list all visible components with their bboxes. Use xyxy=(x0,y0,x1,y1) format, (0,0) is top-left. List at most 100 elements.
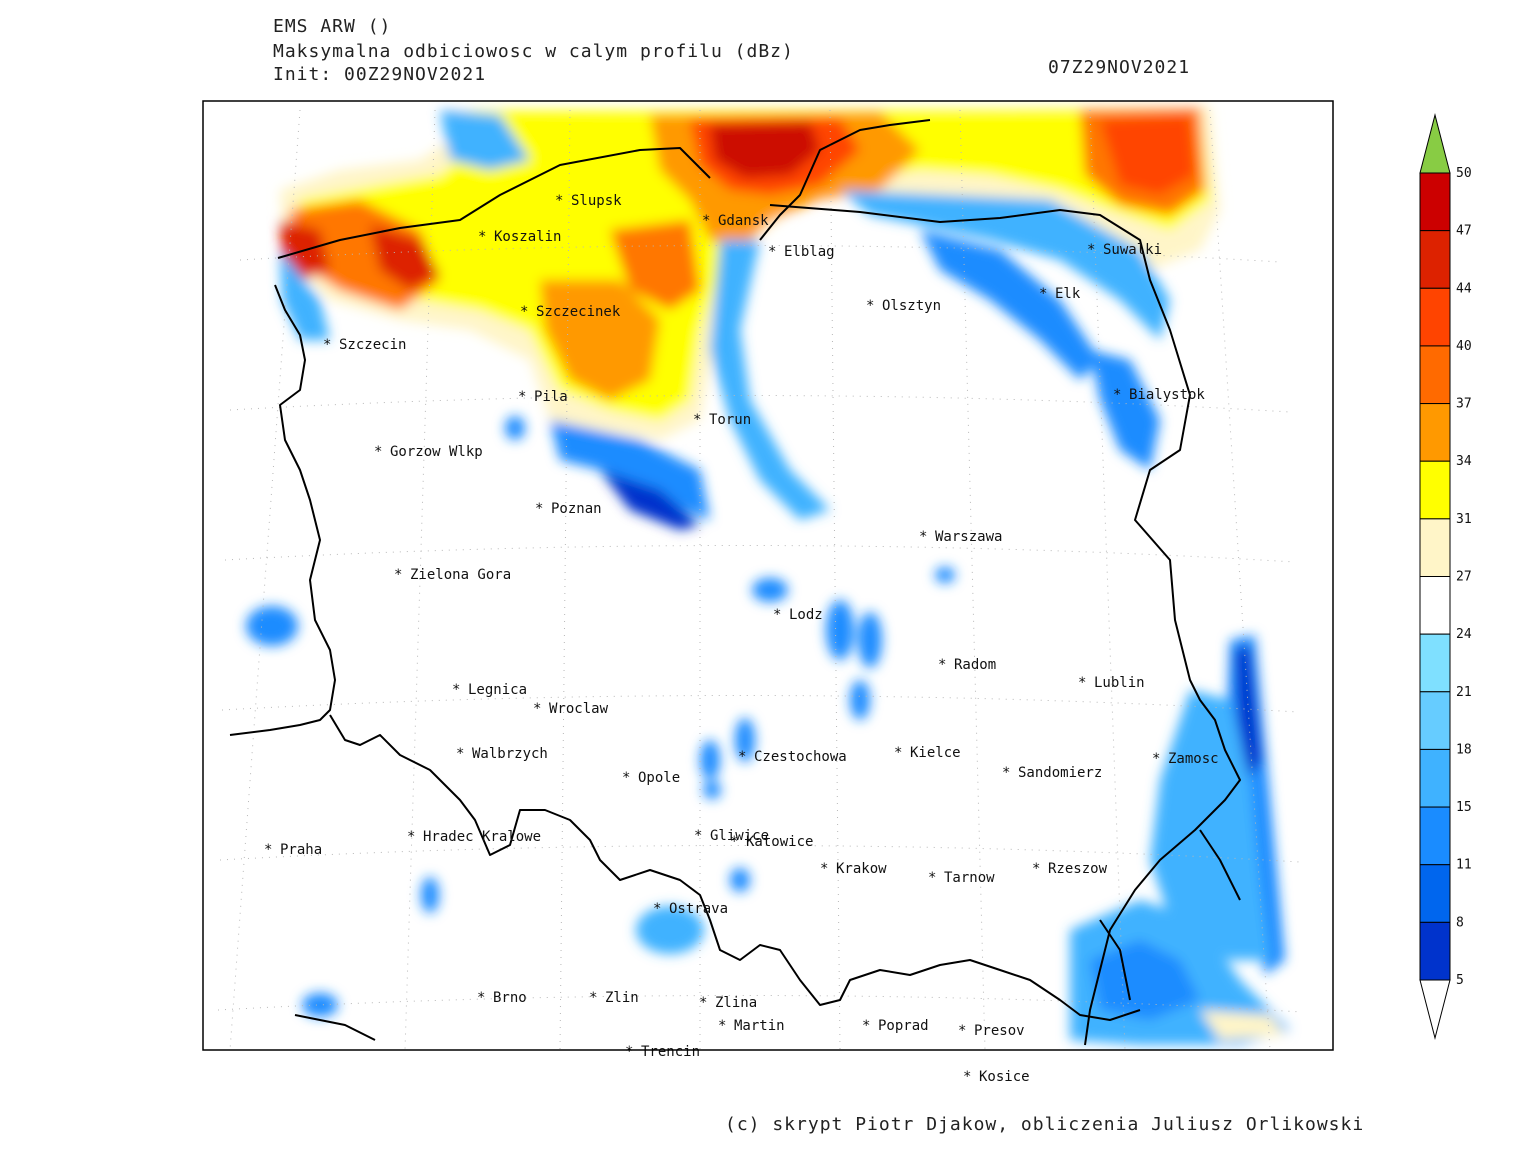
model-title: EMS ARW () xyxy=(273,16,392,37)
city-hradec-kralowe: * Hradec Kralowe xyxy=(407,829,541,845)
svg-text:Martin: Martin xyxy=(734,1018,785,1034)
svg-text:Pila: Pila xyxy=(534,389,568,405)
svg-text:Koszalin: Koszalin xyxy=(494,229,561,245)
svg-text:Tarnow: Tarnow xyxy=(944,870,995,886)
colorbar-cell-47 xyxy=(1419,230,1451,289)
colorbar-cell-31 xyxy=(1419,518,1451,577)
city-lublin: * Lublin xyxy=(1078,675,1145,691)
svg-text:*: * xyxy=(1078,675,1086,691)
svg-text:*: * xyxy=(738,749,746,765)
svg-text:*: * xyxy=(702,213,710,229)
city-zlina: * Zlina xyxy=(699,995,757,1011)
svg-text:Walbrzych: Walbrzych xyxy=(472,746,548,762)
colorbar-label-8: 8 xyxy=(1456,915,1464,930)
city-pila: * Pila xyxy=(518,389,568,405)
svg-text:Bialystok: Bialystok xyxy=(1129,387,1205,403)
svg-text:*: * xyxy=(625,1044,633,1060)
city-opole: * Opole xyxy=(622,770,680,786)
svg-text:*: * xyxy=(958,1023,966,1039)
colorbar-label-31: 31 xyxy=(1456,512,1472,527)
colorbar-label-18: 18 xyxy=(1456,742,1472,757)
svg-text:Wroclaw: Wroclaw xyxy=(549,701,609,717)
colorbar-underflow-triangle xyxy=(1419,979,1451,1040)
city-elblag: * Elblag xyxy=(768,244,835,260)
svg-text:*: * xyxy=(1087,242,1095,258)
city-czestochowa: * Czestochowa xyxy=(738,749,847,765)
colorbar-cell-44 xyxy=(1419,287,1451,347)
city-bialystok: * Bialystok xyxy=(1113,387,1205,403)
city-labels: * Slupsk * Gdansk * Koszalin * Elblag * Suwal… xyxy=(264,193,1219,1039)
svg-text:*: * xyxy=(768,244,776,260)
svg-text:*: * xyxy=(928,870,936,886)
svg-text:*: * xyxy=(520,304,528,320)
colorbar-cell-40 xyxy=(1419,345,1451,405)
city-krakow: * Krakow xyxy=(820,861,887,877)
svg-text:Kosice: Kosice xyxy=(979,1069,1030,1085)
svg-text:*: * xyxy=(694,828,702,844)
colorbar: 50 47 44 40 37 34 31 27 24 21 18 15 11 8 5 xyxy=(1419,113,1472,1040)
svg-text:*: * xyxy=(533,701,541,717)
city-olsztyn: * Olsztyn xyxy=(866,298,941,314)
svg-text:*: * xyxy=(374,444,382,460)
colorbar-label-21: 21 xyxy=(1456,685,1472,700)
svg-text:Elblag: Elblag xyxy=(784,244,835,260)
city-gliwice: * Gliwice xyxy=(694,828,769,844)
svg-text:Poprad: Poprad xyxy=(878,1018,929,1034)
colorbar-cell-50 xyxy=(1419,172,1451,232)
city-legnica: * Legnica xyxy=(452,682,527,698)
country-borders xyxy=(229,119,1241,1046)
svg-text:Elk: Elk xyxy=(1055,286,1081,302)
city-kielce: * Kielce xyxy=(894,745,961,761)
svg-text:Zlin: Zlin xyxy=(605,990,639,1006)
svg-text:Brno: Brno xyxy=(493,990,527,1006)
field-title: Maksymalna odbiciowosc w calym profilu (… xyxy=(273,41,794,62)
svg-text:Zamosc: Zamosc xyxy=(1168,751,1219,767)
colorbar-cell-15 xyxy=(1419,806,1451,866)
svg-text:*: * xyxy=(555,193,563,209)
colorbar-overflow-triangle xyxy=(1419,113,1451,174)
city-brno: * Brno xyxy=(477,990,527,1006)
colorbar-label-44: 44 xyxy=(1456,281,1472,296)
city-praha: * Praha xyxy=(264,842,322,858)
svg-text:Gdansk: Gdansk xyxy=(718,213,769,229)
colorbar-label-27: 27 xyxy=(1456,570,1472,585)
city-tarnow: * Tarnow xyxy=(928,870,995,886)
svg-text:Gorzow Wlkp: Gorzow Wlkp xyxy=(390,444,483,460)
graticule xyxy=(217,109,1303,1050)
svg-text:*: * xyxy=(693,412,701,428)
colorbar-label-15: 15 xyxy=(1456,800,1472,815)
svg-text:*: * xyxy=(1032,861,1040,877)
svg-text:*: * xyxy=(718,1018,726,1034)
svg-text:Lodz: Lodz xyxy=(789,607,823,623)
svg-text:*: * xyxy=(323,337,331,353)
svg-text:Lublin: Lublin xyxy=(1094,675,1145,691)
svg-text:Krakow: Krakow xyxy=(836,861,887,877)
city-radom: * Radom xyxy=(938,657,996,673)
city-poprad: * Poprad xyxy=(862,1018,929,1034)
svg-text:Gliwice: Gliwice xyxy=(710,828,769,844)
city-slupsk: * Slupsk xyxy=(555,193,622,209)
colorbar-label-24: 24 xyxy=(1456,627,1472,642)
colorbar-label-5: 5 xyxy=(1456,973,1464,988)
svg-text:*: * xyxy=(1039,286,1047,302)
city-sandomierz: * Sandomierz xyxy=(1002,765,1102,781)
city-wroclaw: * Wroclaw xyxy=(533,701,609,717)
svg-text:*: * xyxy=(773,607,781,623)
city-szczecinek: * Szczecinek xyxy=(520,304,621,320)
svg-text:Slupsk: Slupsk xyxy=(571,193,622,209)
init-time: Init: 00Z29NOV2021 xyxy=(273,64,487,85)
svg-text:*: * xyxy=(730,834,738,850)
svg-text:*: * xyxy=(622,770,630,786)
city-martin: * Martin xyxy=(718,1018,785,1034)
valid-time: 07Z29NOV2021 xyxy=(1048,57,1191,78)
svg-text:Szczecin: Szczecin xyxy=(339,337,406,353)
city-koszalin: * Koszalin xyxy=(478,229,561,245)
svg-text:Warszawa: Warszawa xyxy=(935,529,1002,545)
city-gorzow: * Gorzow Wlkp xyxy=(374,444,483,460)
svg-text:*: * xyxy=(518,389,526,405)
reflectivity-field xyxy=(246,105,1290,1045)
svg-text:*: * xyxy=(407,829,415,845)
svg-text:*: * xyxy=(1152,751,1160,767)
svg-text:Praha: Praha xyxy=(280,842,322,858)
svg-text:Katowice: Katowice xyxy=(746,834,813,850)
